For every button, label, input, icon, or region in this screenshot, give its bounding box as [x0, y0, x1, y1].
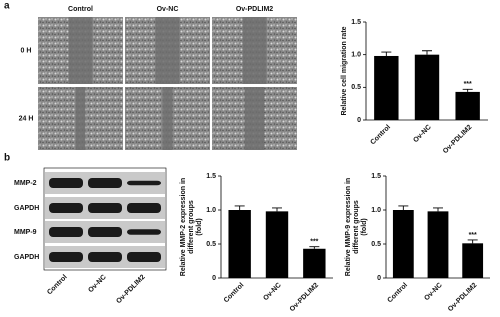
blot-band [88, 178, 122, 188]
bar [303, 248, 326, 278]
y-axis-label: Relative MMP-9 expression in [345, 178, 352, 276]
x-tick-label: Ov-PDLIM2 [289, 282, 320, 312]
lane-label: Ov-PDLIM2 [115, 274, 146, 305]
bar [228, 210, 251, 278]
bar [265, 211, 289, 278]
bar [374, 55, 399, 121]
y-axis-label: (fold) [196, 218, 203, 236]
y-tick-label: 1.5 [351, 19, 361, 26]
error-bar [422, 50, 432, 55]
blot-band [49, 203, 83, 213]
lane-label: Control [46, 274, 69, 297]
blot-label: MMP-2 [14, 180, 37, 187]
blot-band [127, 180, 161, 186]
y-tick-label: 0.5 [351, 84, 361, 91]
scratch-gap [244, 87, 265, 150]
blot-label: MMP-9 [14, 229, 37, 236]
x-tick-label: Ov-PDLIM2 [447, 282, 478, 312]
y-tick-label: 0 [377, 275, 381, 282]
error-bar [433, 207, 443, 212]
y-tick-label: 1.0 [351, 52, 361, 59]
blot-band [88, 252, 122, 262]
y-tick-label: 1.5 [206, 173, 216, 180]
blot-band [127, 229, 161, 235]
y-tick-label: 0 [357, 117, 361, 124]
y-tick-label: 0.5 [371, 241, 381, 248]
error-bar [381, 51, 392, 56]
significance: *** [310, 239, 318, 246]
scratch-gap [162, 87, 173, 150]
x-tick-label: Control [370, 124, 393, 147]
y-tick-label: 0.5 [206, 241, 216, 248]
scratch-gap [242, 17, 267, 84]
x-tick-label: Control [223, 282, 246, 305]
scratch-gap [68, 17, 93, 84]
row-label: 24 H [19, 115, 34, 122]
significance: *** [464, 81, 472, 88]
error-bar [467, 239, 478, 244]
column-label: Ov-PDLIM2 [236, 6, 273, 13]
panel-label: a [4, 1, 10, 12]
y-axis-label: different groups [188, 200, 195, 254]
x-tick-label: Ov-NC [262, 282, 282, 302]
blot-label: GAPDH [14, 205, 39, 212]
error-bar [234, 205, 245, 210]
error-bar [462, 88, 473, 92]
x-tick-label: Control [387, 282, 410, 305]
y-axis-label: Relative MMP-2 expression in [180, 178, 187, 276]
blot-band [127, 252, 161, 262]
column-label: Control [68, 6, 93, 13]
bar [455, 91, 480, 120]
error-bar [272, 207, 282, 212]
error-bar [309, 246, 320, 249]
y-tick-label: 1.5 [371, 173, 381, 180]
error-bar [398, 205, 409, 210]
blot-band [49, 252, 83, 262]
row-label: 0 H [21, 47, 32, 54]
y-axis-label: different groups [353, 200, 360, 254]
blot-band [88, 203, 122, 213]
scratch-gap [75, 87, 86, 150]
x-tick-label: Ov-PDLIM2 [442, 124, 473, 155]
significance: *** [469, 232, 477, 239]
blot-band [88, 227, 122, 237]
blot-band [49, 227, 83, 237]
bar [462, 243, 484, 278]
panel-label: b [4, 153, 10, 164]
y-tick-label: 1.0 [206, 207, 216, 214]
bar [427, 211, 449, 278]
scratch-gap [155, 17, 180, 84]
y-axis-label: (fold) [361, 218, 368, 236]
blot-label: GAPDH [14, 254, 39, 261]
blot-band [127, 203, 161, 213]
bar [392, 210, 414, 278]
column-label: Ov-NC [157, 6, 179, 13]
bar [414, 54, 440, 120]
x-tick-label: Ov-NC [423, 282, 443, 302]
lane-label: Ov-NC [87, 274, 107, 294]
y-tick-label: 0 [212, 275, 216, 282]
y-axis-label: Relative cell migration rate [341, 26, 348, 115]
x-tick-label: Ov-NC [412, 124, 432, 144]
y-tick-label: 1.0 [371, 207, 381, 214]
blot-band [49, 178, 83, 188]
